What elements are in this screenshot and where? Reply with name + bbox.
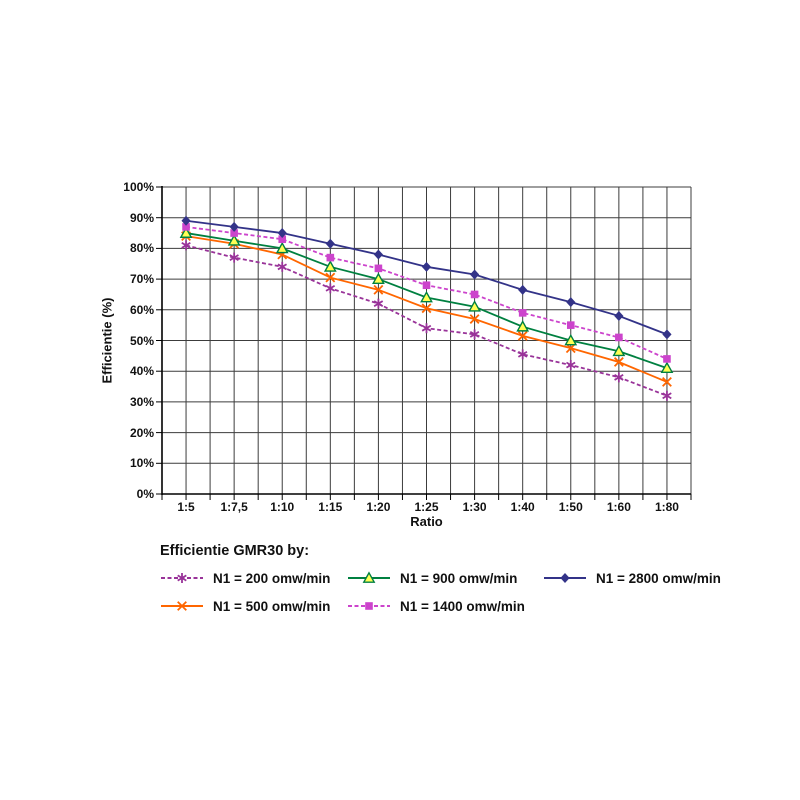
x-tick-label-1-60: 1:60 [606, 500, 631, 514]
legend-entry-n1-500-omw-min: N1 = 500 omw/min [160, 597, 330, 615]
x-tick-label-1-10: 1:10 [270, 500, 295, 514]
diamond-marker-icon [544, 573, 586, 583]
x-tick-label-1-30: 1:30 [462, 500, 487, 514]
x-tick-label-1-80: 1:80 [654, 500, 679, 514]
series-n1-900-omw-min [179, 226, 674, 374]
y-axis-title-text: Efficientie (%) [99, 297, 115, 384]
y-axis-title: Efficientie (%) [96, 187, 118, 494]
legend-entry-n1-200-omw-min: N1 = 200 omw/min [160, 569, 330, 587]
square-marker-icon [348, 602, 390, 610]
legend-entry-n1-900-omw-min: N1 = 900 omw/min [347, 569, 517, 587]
y-tick-label-10: 10% [129, 456, 154, 471]
x-tick-label-1-5: 1:5 [177, 500, 195, 514]
series-n1-2800-omw-min [181, 215, 672, 340]
y-tick-label-50: 50% [129, 333, 154, 348]
x-tick-label-1-25: 1:25 [414, 500, 439, 514]
x-tick-label-1-20: 1:20 [366, 500, 391, 514]
legend-entry-n1-1400-omw-min: N1 = 1400 omw/min [347, 597, 525, 615]
y-tick-label-40: 40% [129, 364, 154, 379]
legend-label-n1-500-omw-min: N1 = 500 omw/min [213, 598, 331, 614]
legend-label-n1-200-omw-min: N1 = 200 omw/min [213, 570, 331, 586]
x-tick-label-1-7-5: 1:7,5 [220, 500, 248, 514]
legend-entry-n1-2800-omw-min: N1 = 2800 omw/min [543, 569, 721, 587]
y-tick-label-30: 30% [129, 394, 154, 409]
legend-label-n1-1400-omw-min: N1 = 1400 omw/min [400, 598, 525, 614]
y-tick-label-80: 80% [129, 241, 154, 256]
legend-label-n1-900-omw-min: N1 = 900 omw/min [400, 570, 518, 586]
y-tick-label-20: 20% [129, 425, 154, 440]
gridlines [156, 186, 692, 500]
series-n1-200-omw-min [181, 240, 672, 401]
x-axis-title: Ratio [410, 514, 443, 529]
x-marker-icon [161, 601, 203, 611]
legend-title: Efficientie GMR30 by: [160, 543, 310, 559]
triangle-marker-icon [348, 571, 390, 583]
y-tick-label-90: 90% [129, 210, 154, 225]
series-n1-500-omw-min [181, 231, 672, 387]
legend-label-n1-2800-omw-min: N1 = 2800 omw/min [596, 570, 721, 586]
x-tick-label-1-50: 1:50 [558, 500, 583, 514]
y-tick-label-60: 60% [129, 302, 154, 317]
x-tick-label-1-15: 1:15 [318, 500, 343, 514]
x-tick-label-1-40: 1:40 [510, 500, 535, 514]
y-tick-label-70: 70% [129, 272, 154, 287]
y-tick-label-100: 100% [123, 180, 154, 194]
asterisk-marker-icon [161, 573, 203, 583]
series-n1-1400-omw-min [182, 223, 671, 363]
y-tick-label-0: 0% [136, 487, 154, 501]
